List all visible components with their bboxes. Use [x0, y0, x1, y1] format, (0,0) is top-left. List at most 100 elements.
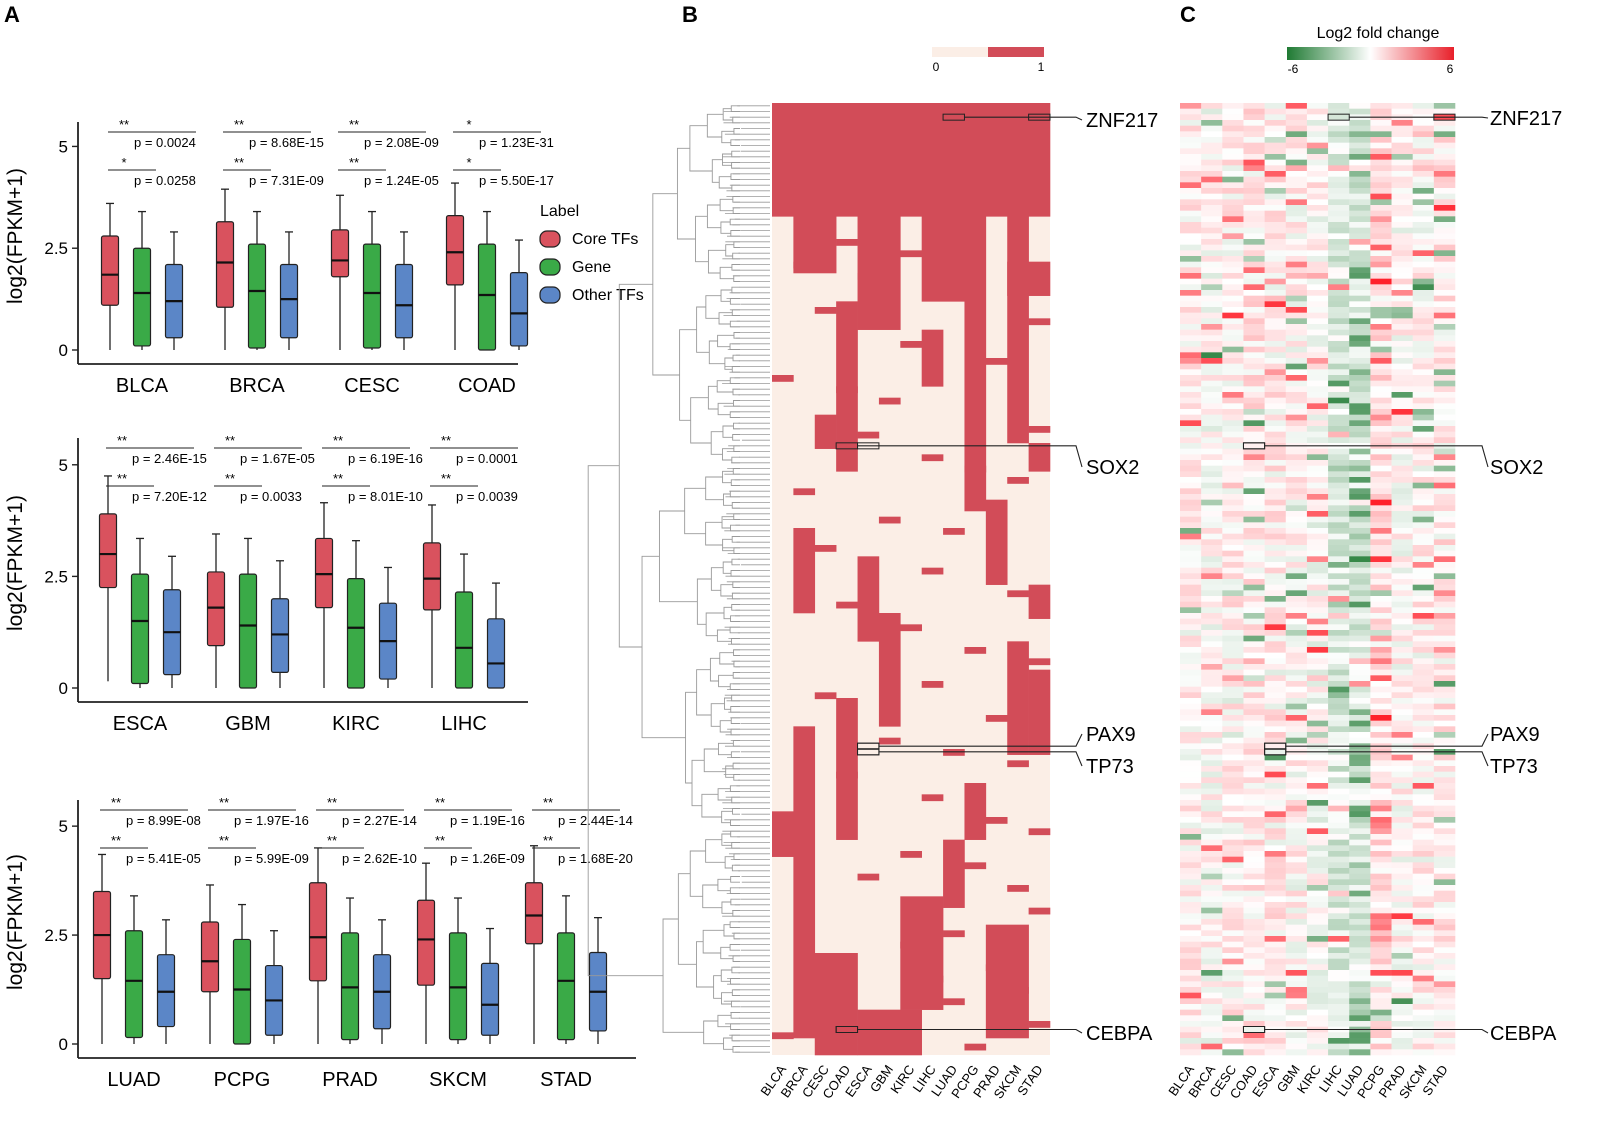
box-gene [130, 573, 150, 685]
heatmap-cell [1370, 579, 1392, 585]
heatmap-cell [1349, 788, 1371, 795]
heatmap-cell [1306, 630, 1329, 636]
heatmap-cell [1306, 754, 1329, 761]
heatmap-cell [1412, 159, 1435, 166]
heatmap-cell [1391, 488, 1413, 495]
heatmap-cell [1243, 601, 1265, 608]
dendrogram-branch [710, 431, 723, 455]
heatmap-cell [1391, 369, 1413, 376]
heatmap-cell [1201, 975, 1223, 982]
heatmap-cell [1412, 171, 1435, 177]
heatmap-cell [1264, 845, 1287, 852]
heatmap-cell [1264, 516, 1287, 523]
heatmap-cell [1433, 601, 1456, 608]
heatmap-cell [1349, 845, 1371, 852]
heatmap-cell [1370, 108, 1392, 115]
heatmap-cell [1285, 1009, 1308, 1016]
heatmap-cell-block [814, 414, 837, 449]
p-value-label: p = 6.19E-16 [348, 451, 423, 466]
heatmap-cell [1201, 652, 1223, 659]
heatmap-cell [1391, 539, 1413, 546]
heatmap-cell [1285, 868, 1308, 874]
dendrogram-branch [731, 989, 740, 996]
heatmap-cell [1349, 256, 1371, 262]
heatmap-cell [1285, 154, 1308, 160]
heatmap-cell [1370, 658, 1392, 665]
heatmap-cell [1306, 1038, 1329, 1044]
heatmap-cell [1306, 698, 1329, 704]
heatmap-cell [1285, 216, 1308, 223]
heatmap-cell [1285, 879, 1308, 886]
heatmap-cell-block [878, 613, 901, 727]
heatmap-cell [1222, 165, 1244, 172]
heatmap-cell [1285, 624, 1308, 631]
heatmap-cell [1180, 618, 1202, 625]
heatmap-cell [1433, 159, 1456, 166]
heatmap-cell [1243, 307, 1265, 313]
heatmap-cell [1349, 777, 1371, 784]
heatmap-cell [1201, 516, 1223, 523]
heatmap-cell [1201, 375, 1223, 381]
box-other-tfs [270, 598, 290, 673]
heatmap-cell [1391, 448, 1413, 455]
heatmap-cell [1412, 335, 1435, 342]
heatmap-cell [1306, 329, 1329, 336]
heatmap-cell [1201, 505, 1223, 512]
heatmap-cell [1243, 346, 1265, 353]
heatmap-cell [1306, 981, 1329, 988]
heatmap-cell [1433, 817, 1456, 823]
heatmap-cell [1306, 709, 1329, 716]
heatmap-cell [1328, 233, 1350, 240]
gene-callout-label: SOX2 [1490, 457, 1543, 479]
heatmap-cell [1306, 817, 1329, 823]
heatmap-cell [1222, 159, 1244, 166]
heatmap-cell [1243, 233, 1265, 240]
heatmap-cell [1412, 488, 1435, 495]
p-value-label: p = 0.0258 [134, 173, 196, 188]
heatmap-cell [1370, 590, 1392, 597]
heatmap-cell [1264, 970, 1287, 976]
heatmap-cell [1201, 828, 1223, 835]
heatmap-cell [1264, 669, 1287, 676]
heatmap-cell [1180, 216, 1202, 223]
heatmap-cell [1349, 1038, 1371, 1044]
heatmap-cell [1412, 420, 1435, 427]
heatmap-cell [1433, 618, 1456, 625]
heatmap-cell [1285, 307, 1308, 313]
heatmap-cell [1243, 709, 1265, 716]
heatmap-cell [1285, 120, 1308, 126]
heatmap-cell [1391, 431, 1413, 438]
heatmap-cell [1264, 800, 1287, 806]
heatmap-cell [1328, 930, 1350, 937]
heatmap-cell [1285, 329, 1308, 336]
heatmap-cell [1222, 199, 1244, 206]
heatmap-cell [1285, 686, 1308, 693]
heatmap-cell [1412, 227, 1435, 234]
heatmap-cell [1412, 499, 1435, 506]
heatmap-cell [1201, 233, 1223, 240]
heatmap-cell [1028, 426, 1051, 433]
heatmap-cell [1370, 222, 1392, 228]
heatmap-cell [1285, 703, 1308, 710]
heatmap-cell [1412, 783, 1435, 789]
heatmap-cell [1201, 358, 1223, 364]
heatmap-cell [1222, 329, 1244, 336]
heatmap-cell [1433, 222, 1456, 228]
heatmap-cell [1370, 1038, 1392, 1044]
box-core-tfs [445, 215, 465, 286]
heatmap-cell [1370, 233, 1392, 240]
heatmap-cell [1328, 261, 1350, 268]
heatmap-cell [1201, 318, 1223, 325]
heatmap-cell [1412, 261, 1435, 268]
callout-line [1285, 733, 1489, 747]
heatmap-cell [1264, 601, 1287, 608]
heatmap-cell [1433, 477, 1456, 483]
heatmap-cell [1222, 681, 1244, 687]
heatmap-cell [1264, 239, 1287, 245]
dendrogram-branch [587, 465, 664, 977]
heatmap-cell [1243, 584, 1265, 591]
heatmap-cell [1433, 420, 1456, 427]
heatmap-cell [1243, 250, 1265, 257]
heatmap-cell [1285, 907, 1308, 914]
heatmap-cell [1180, 607, 1202, 614]
